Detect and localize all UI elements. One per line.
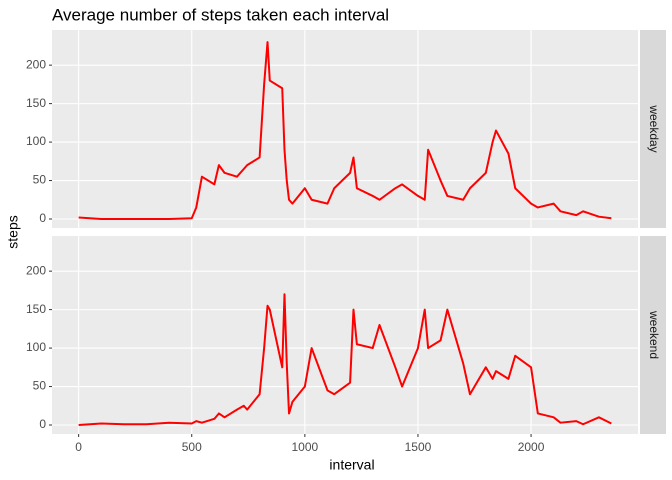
strip: [640, 236, 666, 434]
x-tick-label: 2000: [518, 440, 545, 454]
y-axis-title: steps: [5, 215, 21, 248]
data-line: [78, 41, 612, 220]
x-tick-label: 1500: [405, 440, 432, 454]
panel-background: [52, 236, 638, 434]
x-axis-title: interval: [329, 457, 374, 473]
y-tick-label: 150: [26, 96, 46, 110]
strip-label: weekday: [647, 104, 661, 152]
y-tick-label: 150: [26, 302, 46, 316]
y-tick-label: 50: [33, 173, 47, 187]
panel-background: [52, 30, 638, 228]
y-tick-label: 50: [33, 379, 47, 393]
chart-title: Average number of steps taken each inter…: [52, 5, 389, 24]
x-tick-label: 1000: [291, 440, 318, 454]
data-line: [78, 293, 612, 426]
strip-label: weekend: [647, 310, 661, 359]
y-tick-label: 100: [26, 340, 46, 354]
x-tick-label: 500: [182, 440, 202, 454]
y-tick-label: 0: [39, 211, 46, 225]
y-tick-label: 200: [26, 263, 46, 277]
y-tick-label: 100: [26, 134, 46, 148]
y-tick-label: 0: [39, 417, 46, 431]
y-tick-label: 200: [26, 57, 46, 71]
strip: [640, 30, 666, 228]
x-tick-label: 0: [75, 440, 82, 454]
